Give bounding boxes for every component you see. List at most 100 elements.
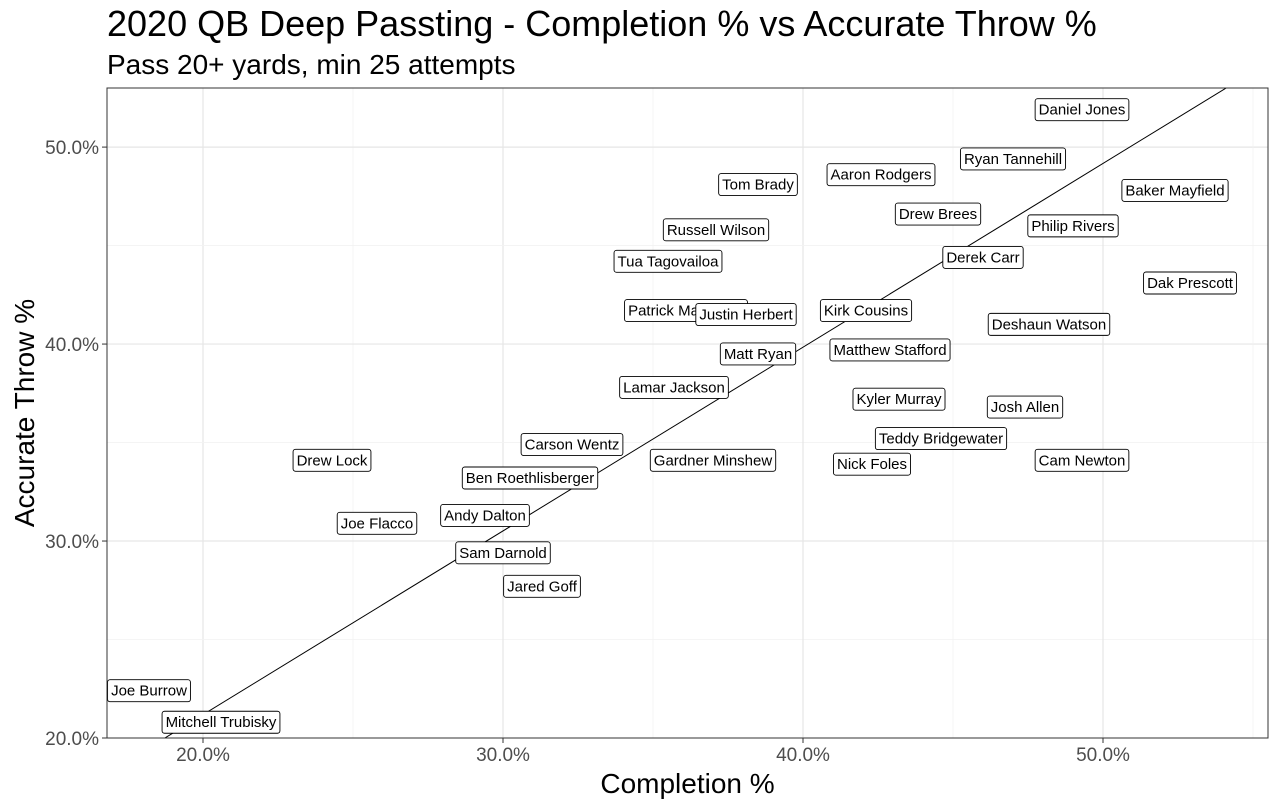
point-label: Drew Brees xyxy=(894,202,982,226)
point-label: Dak Prescott xyxy=(1143,271,1237,295)
point-label-box xyxy=(1143,271,1237,295)
point-label: Justin Herbert xyxy=(695,303,797,326)
point-label-box xyxy=(1034,98,1130,122)
point-label-text: Tua Tagovailoa xyxy=(618,253,720,270)
point-label-text: Lamar Jackson xyxy=(623,379,725,396)
point-label: Ryan Tannehill xyxy=(959,147,1067,171)
point-label-box xyxy=(894,202,982,226)
point-label-box xyxy=(461,466,599,490)
point-label-box xyxy=(829,338,951,362)
point-label-text: Joe Flacco xyxy=(341,515,414,532)
point-label-box xyxy=(852,387,946,411)
point-label: Andy Dalton xyxy=(440,503,530,527)
point-label-box xyxy=(695,303,797,326)
point-label: Matthew Stafford xyxy=(829,338,951,362)
point-label-text: Kyler Murray xyxy=(856,391,942,408)
point-label-text: Ryan Tannehill xyxy=(964,151,1062,168)
point-label-text: Baker Mayfield xyxy=(1125,182,1224,199)
point-label-text: Philip Rivers xyxy=(1031,218,1114,235)
x-axis-title: Completion % xyxy=(600,768,774,799)
point-label-box xyxy=(619,375,729,399)
point-label: Jared Goff xyxy=(503,574,581,598)
point-label: Lamar Jackson xyxy=(619,375,729,399)
point-label-text: Josh Allen xyxy=(991,399,1059,416)
point-label-text: Tom Brady xyxy=(722,177,794,194)
point-label: Teddy Bridgewater xyxy=(874,427,1008,451)
point-label: Cam Newton xyxy=(1034,448,1130,472)
point-label-box xyxy=(718,173,798,196)
fit-line xyxy=(163,88,1228,738)
point-label-box xyxy=(942,245,1024,269)
point-label: Philip Rivers xyxy=(1027,214,1119,238)
x-tick-layer: 20.0% 30.0% 40.0% 50.0% xyxy=(176,738,1130,766)
point-label-text: Derek Carr xyxy=(946,249,1019,266)
point-label-text: Teddy Bridgewater xyxy=(879,431,1003,448)
y-tick-label: 30.0% xyxy=(45,532,99,553)
point-label-text: Carson Wentz xyxy=(525,437,620,454)
panel-border xyxy=(106,87,1269,739)
point-label-layer: Daniel Jones Ryan Tannehill Aaron Rodgers T… xyxy=(107,98,1237,734)
fit-line-layer xyxy=(163,88,1228,738)
point-label: Nick Foles xyxy=(833,452,911,476)
point-label-text: Sam Darnold xyxy=(459,545,547,562)
point-label-text: Drew Brees xyxy=(899,206,977,223)
point-label-box xyxy=(649,448,777,472)
point-label-text: Mitchell Trubisky xyxy=(166,714,277,731)
point-label-box xyxy=(986,395,1064,419)
point-label: Sam Darnold xyxy=(455,541,551,565)
point-label-text: Cam Newton xyxy=(1039,452,1126,469)
point-label: Josh Allen xyxy=(986,395,1064,419)
y-axis-title: Accurate Throw % xyxy=(9,299,40,527)
y-tick-label: 40.0% xyxy=(45,335,99,356)
chart-subtitle: Pass 20+ yards, min 25 attempts xyxy=(107,49,516,80)
point-label-box xyxy=(1027,214,1119,238)
point-label: Joe Flacco xyxy=(336,511,418,535)
point-label: Mitchell Trubisky xyxy=(161,710,281,734)
x-tick-label: 50.0% xyxy=(1076,745,1130,766)
point-label-box xyxy=(503,574,581,598)
point-label-box xyxy=(826,163,936,187)
point-label: Gardner Minshew xyxy=(649,448,777,472)
grid-layer xyxy=(107,88,1268,738)
point-label: Carson Wentz xyxy=(520,433,624,456)
point-label-box xyxy=(874,427,1008,451)
point-label-text: Jared Goff xyxy=(507,578,578,595)
point-label-text: Andy Dalton xyxy=(444,507,526,524)
point-label: Russell Wilson xyxy=(662,218,770,242)
point-label-text: Gardner Minshew xyxy=(654,452,773,469)
point-label-box xyxy=(520,433,624,456)
point-label: Ben Roethlisberger xyxy=(461,466,599,490)
point-label-box xyxy=(819,299,913,323)
y-tick-label: 50.0% xyxy=(45,138,99,159)
point-label-box xyxy=(719,342,797,366)
point-label-text: Aaron Rodgers xyxy=(831,167,932,184)
point-label: Derek Carr xyxy=(942,245,1024,269)
point-label-box xyxy=(833,452,911,476)
x-tick-label: 30.0% xyxy=(476,745,530,766)
x-tick-label: 40.0% xyxy=(776,745,830,766)
y-tick-layer: 20.0% 30.0% 40.0% 50.0% xyxy=(45,138,107,750)
y-tick-label: 20.0% xyxy=(45,729,99,750)
point-label: Drew Lock xyxy=(292,448,372,472)
point-label-box xyxy=(161,710,281,734)
point-label-text: Daniel Jones xyxy=(1039,102,1126,119)
point-label-box xyxy=(987,312,1111,336)
point-label-box xyxy=(107,679,191,703)
point-label-text: Dak Prescott xyxy=(1147,275,1234,292)
point-label-box xyxy=(455,541,551,565)
point-label: Deshaun Watson xyxy=(987,312,1111,336)
point-label-text: Justin Herbert xyxy=(699,307,793,324)
point-label: Matt Ryan xyxy=(719,342,797,366)
point-label-text: Joe Burrow xyxy=(111,683,187,700)
x-tick-label: 20.0% xyxy=(176,745,230,766)
point-label: Joe Burrow xyxy=(107,679,191,703)
point-label-box xyxy=(662,218,770,242)
point-label-text: Matthew Stafford xyxy=(833,342,946,359)
point-label-text: Drew Lock xyxy=(297,452,368,469)
point-label-box xyxy=(336,511,418,535)
point-label: Tua Tagovailoa xyxy=(613,249,723,273)
point-label-box xyxy=(292,448,372,472)
point-label: Daniel Jones xyxy=(1034,98,1130,122)
